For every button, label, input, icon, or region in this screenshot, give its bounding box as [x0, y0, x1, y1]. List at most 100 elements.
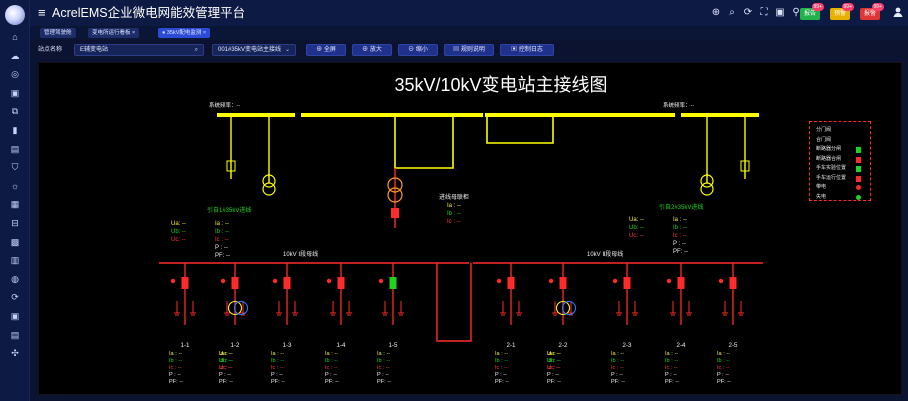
feeder-meter-b: Ib : -- [611, 358, 624, 364]
legend-swatch [856, 156, 861, 163]
tab-substation-board[interactable]: 变电所运行看板 × [88, 28, 140, 38]
arrester-icon [190, 301, 196, 316]
ground-icon [616, 301, 622, 316]
feeder-status-dot [170, 278, 176, 284]
main-breaker [391, 208, 399, 218]
badge-2[interactable]: 报警 99+ [860, 3, 884, 20]
tie-link-top [394, 117, 454, 169]
document-icon[interactable]: ▣ [10, 311, 20, 321]
image-icon[interactable]: ▣ [775, 7, 785, 18]
avatar-icon[interactable] [892, 6, 904, 18]
right-fuse-icon [740, 160, 750, 172]
feeder-meter-c: Ic : -- [377, 365, 390, 371]
shield-icon[interactable]: ⛉ [11, 162, 19, 173]
feeder-2-1[interactable]: 2-1 Ia : --Ib : --Ic : --P : --PF: -- [495, 263, 522, 385]
feeder-1-2[interactable]: 1-2 Ia : --Ib : --Ic : --P : --PF: -- Ua: … [219, 263, 249, 385]
diagram-select[interactable]: 001#35kV变电站主接线 ⌄ [212, 44, 296, 56]
cloud-icon[interactable]: ☁ [10, 50, 20, 61]
feeder-2-4[interactable]: 2-4 Ia : --Ib : --Ic : --P : --PF: -- [665, 263, 692, 385]
tools-icon[interactable]: ✣ [11, 348, 19, 359]
ground-icon [722, 301, 728, 316]
busbar-left-main [301, 113, 483, 117]
target-icon[interactable]: ◎ [11, 69, 19, 80]
folder-icon[interactable]: ▣ [10, 87, 20, 98]
feeder-meter-c: Ic : -- [271, 365, 284, 371]
feeder-2-2[interactable]: 2-2 Ia : --Ib : --Ic : --P : --PF: -- Ua: … [547, 263, 577, 385]
search-icon[interactable]: ⌕ [729, 7, 735, 18]
feeder-breaker [181, 277, 189, 289]
tab-cockpit[interactable]: 管理驾驶舱 [40, 28, 76, 38]
home-icon[interactable]: ⌂ [12, 32, 18, 42]
feeder-meter-a: Ia : -- [169, 351, 182, 357]
station-search[interactable]: E辅变电站 ⌕ [74, 44, 204, 56]
report-icon[interactable]: ▤ [10, 329, 20, 340]
legend-label: 手车实验位置 [816, 165, 847, 171]
legend-label: 断路器合闸 [816, 155, 842, 162]
feeder-breaker [559, 277, 567, 289]
feeder-meter-a: Ia : -- [377, 351, 390, 357]
station-value: E辅变电站 [80, 47, 109, 53]
feeder-meter-b: Ib : -- [169, 358, 182, 364]
feeder-meter-a: Ia : -- [547, 351, 560, 357]
feeder-meter-c: Ic : -- [547, 365, 560, 371]
refresh-icon[interactable]: ⟳ [11, 292, 19, 303]
tab-35kv-monitor[interactable]: ● 35kV配电监测 × [158, 28, 211, 38]
user-pin-icon[interactable]: ⚲ [792, 7, 800, 18]
table-icon[interactable]: ▥ [10, 255, 20, 266]
feeder-voltage-ua: Ua: -- [547, 351, 561, 357]
right-ua: Ua: -- [629, 217, 644, 223]
feeder-1-1[interactable]: 1-1 Ia : --Ib : --Ic : --P : --PF: -- [169, 263, 196, 385]
feeder-meter-b: Ib : -- [377, 358, 390, 364]
left-incoming-label: 引自1#35kV进线 [207, 206, 251, 214]
zoom-out-button[interactable]: ⊖ 缩小 [398, 44, 438, 56]
feeder-meter-pf: PF: -- [219, 379, 233, 385]
tree-icon[interactable]: ⧉ [11, 106, 19, 117]
refresh-icon[interactable]: ⟳ [743, 7, 753, 18]
fullscreen-icon[interactable]: ⛶ [760, 7, 768, 18]
feeder-breaker [623, 277, 631, 289]
camera-icon[interactable]: ◍ [11, 273, 19, 284]
feeder-meter-a: Ia : -- [325, 351, 338, 357]
feeder-meter-p: P : -- [717, 372, 729, 378]
diagram-title: 35kV/10kV变电站主接线图 [394, 75, 607, 95]
image-icon[interactable]: ▩ [10, 236, 20, 247]
feeder-meter-b: Ib : -- [665, 358, 678, 364]
feeder-2-5[interactable]: 2-5 Ia : --Ib : --Ic : --P : --PF: -- [717, 263, 744, 385]
device-icon[interactable]: ⊟ [11, 218, 19, 228]
feeder-1-5[interactable]: 1-5 Ia : --Ib : --Ic : --P : --PF: -- [377, 263, 404, 385]
feeder-1-4[interactable]: 1-4 Ia : --Ib : --Ic : --P : --PF: -- [325, 263, 352, 385]
ground-icon [224, 301, 230, 316]
feeder-2-3[interactable]: 2-3 Ia : --Ib : --Ic : --P : --PF: -- [611, 263, 638, 385]
badge-1[interactable]: 预警 99+ [830, 3, 854, 20]
settings-icon[interactable]: ⊕ [711, 7, 721, 18]
ground-icon [174, 301, 180, 316]
feeder-meter-a: Ia : -- [219, 351, 232, 357]
feeder-meter-a: Ia : -- [665, 351, 678, 357]
ground-icon [552, 301, 558, 316]
fullscreen-button[interactable]: ⊕ 全屏 [306, 44, 346, 56]
feeder-meter-p: P : -- [377, 372, 389, 378]
feeder-meter-pf: PF: -- [547, 379, 561, 385]
menu-toggle-icon[interactable]: ≡ [38, 5, 46, 20]
left-pf: PF: -- [215, 253, 230, 259]
search-icon: ⌕ [194, 47, 198, 53]
tie-link-top-right [486, 117, 554, 144]
feeder-status-dot [326, 278, 332, 284]
zoom-in-button[interactable]: ⊕ 放大 [352, 44, 392, 56]
diagram-canvas[interactable]: 35kV/10kV变电站主接线图 系统频率：-- 系统频率：-- 引自1#35k… [38, 62, 902, 395]
grid-icon[interactable]: ▦ [10, 199, 20, 210]
ground-icon [500, 301, 506, 316]
arrester-icon [632, 301, 638, 316]
rules-button[interactable]: ▤ 规则说明 [444, 44, 494, 56]
badge-0[interactable]: 报告 99+ [800, 3, 824, 20]
layers-icon[interactable]: ▤ [10, 143, 20, 154]
feeder-status-dot [718, 278, 724, 284]
feeder-meter-b: Ib : -- [547, 358, 560, 364]
feeder-meter-b: Ib : -- [219, 358, 232, 364]
bulb-icon[interactable]: ☼ [10, 180, 20, 191]
feeder-meter-p: P : -- [325, 372, 337, 378]
feeder-1-3[interactable]: 1-3 Ia : --Ib : --Ic : --P : --PF: -- [271, 263, 298, 385]
control-log-button[interactable]: ▣ 控制日志 [500, 44, 554, 56]
bar-chart-icon[interactable]: ▮ [12, 125, 18, 135]
legend-item: 合门阀 [816, 135, 871, 145]
